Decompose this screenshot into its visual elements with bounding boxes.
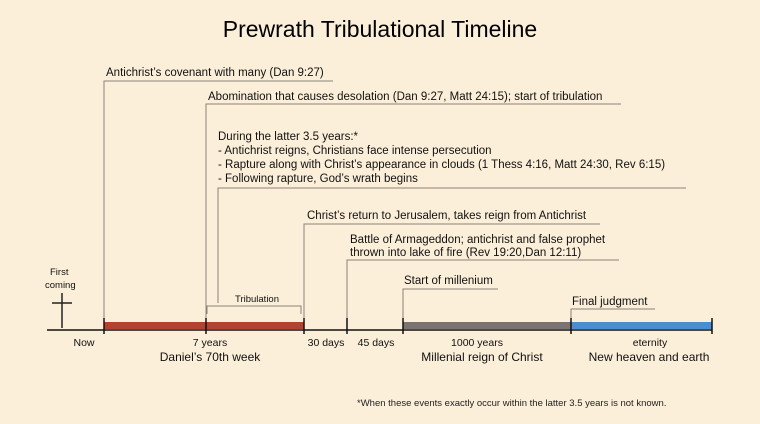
judgment-connector bbox=[570, 308, 655, 320]
tick-label-seven-years: 7 years bbox=[192, 337, 228, 349]
armageddon-label-line1: Battle of Armageddon; antichrist and fal… bbox=[350, 234, 606, 246]
new-heaven-earth-label: New heaven and earth bbox=[588, 350, 710, 364]
tick-label-fortyfive-days: 45 days bbox=[357, 337, 395, 349]
diagram-title: Prewrath Tribulational Timeline bbox=[222, 16, 538, 42]
latter-years-connector bbox=[217, 187, 686, 303]
millennium-start-label: Start of millenium bbox=[404, 275, 493, 287]
tribulation-segment bbox=[104, 322, 304, 329]
first-coming-label-line2: coming bbox=[45, 280, 76, 291]
daniels-70th-week-label: Daniel’s 70th week bbox=[159, 350, 261, 364]
eternity-segment bbox=[571, 322, 712, 329]
return-connector bbox=[303, 223, 600, 320]
first-coming-label-line1: First bbox=[50, 267, 69, 278]
millenial-reign-label: Millenial reign of Christ bbox=[421, 350, 543, 364]
millennium-segment bbox=[403, 322, 571, 329]
tick-label-eternity: eternity bbox=[632, 337, 668, 349]
return-label: Christ’s return to Jerusalem, takes reig… bbox=[307, 210, 587, 222]
abomination-label: Abomination that causes desolation (Dan … bbox=[208, 91, 603, 103]
covenant-connector bbox=[103, 80, 333, 320]
covenant-label: Antichrist’s covenant with many (Dan 9:2… bbox=[106, 67, 324, 79]
tick-label-thirty-days: 30 days bbox=[307, 337, 345, 349]
latter-years-item: - Antichrist reigns, Christians face int… bbox=[218, 145, 492, 157]
tribulation-bracket bbox=[206, 305, 302, 314]
armageddon-label-line2: thrown into lake of fire (Rev 19:20,Dan … bbox=[350, 247, 582, 259]
tick-label-thousand-years: 1000 years bbox=[451, 337, 503, 349]
latter-years-item: - Following rapture, God’s wrath begins bbox=[218, 173, 418, 185]
armageddon-connector bbox=[346, 259, 619, 320]
latter-years-heading: During the latter 3.5 years:* bbox=[218, 131, 358, 143]
footnote: *When these events exactly occur within … bbox=[357, 398, 667, 409]
millennium-connector bbox=[402, 288, 498, 320]
final-judgment-label: Final judgment bbox=[572, 296, 648, 308]
abomination-connector bbox=[205, 103, 621, 320]
cross-icon bbox=[52, 293, 72, 328]
latter-years-item: - Rapture along with Christ’s appearance… bbox=[218, 159, 666, 171]
tick-label-now: Now bbox=[73, 337, 95, 349]
tribulation-label: Tribulation bbox=[235, 294, 280, 305]
